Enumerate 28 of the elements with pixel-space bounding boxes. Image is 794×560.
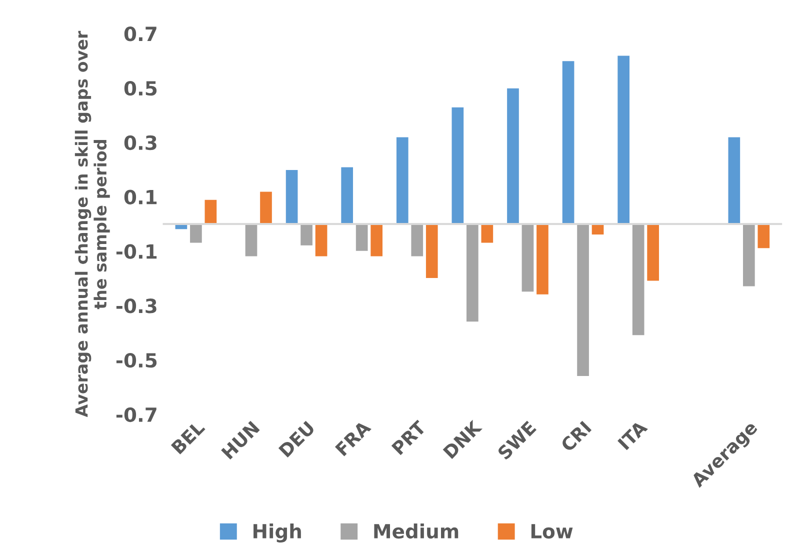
legend-label: Medium: [374, 524, 458, 539]
bar: [728, 136, 741, 224]
bar: [396, 136, 410, 224]
bar: [204, 199, 218, 224]
bar: [285, 169, 298, 224]
bar: [410, 224, 424, 257]
x-tick-label: CRI: [560, 420, 592, 452]
y-tick-label: -0.1: [116, 244, 157, 259]
bar: [451, 106, 464, 224]
bar: [425, 224, 438, 279]
bar: [244, 224, 258, 257]
bar: [340, 166, 354, 224]
y-axis-title: Average annual change in skill gaps over the sample period: [74, 30, 110, 418]
legend-label: High: [254, 524, 301, 542]
y-tick-label: 0.5: [124, 80, 157, 96]
bar: [259, 191, 273, 224]
y-tick-label: 0.3: [124, 135, 156, 150]
bar: [506, 88, 520, 224]
x-tick-label: BEL: [170, 420, 206, 454]
bar: [616, 55, 630, 224]
y-tick-label: 0.1: [124, 190, 157, 204]
y-tick-label: -0.5: [116, 352, 157, 368]
bar: [562, 60, 575, 224]
y-tick-label: -0.7: [116, 407, 156, 422]
legend-label: Low: [531, 524, 573, 539]
y-tick-label: -0.3: [116, 298, 156, 314]
y-tick-label: 0.7: [124, 26, 156, 42]
x-tick-label: ITA: [618, 420, 648, 450]
